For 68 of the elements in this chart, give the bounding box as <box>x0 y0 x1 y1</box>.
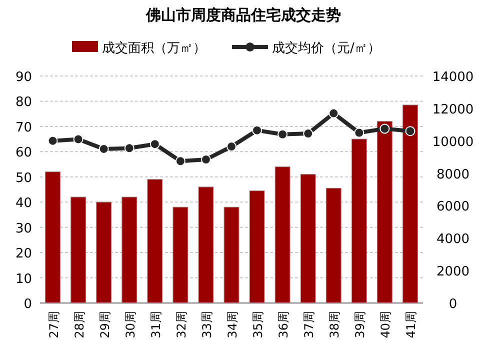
bar <box>376 121 392 304</box>
x-tick-label: 27周 <box>46 311 61 338</box>
point <box>175 156 186 166</box>
y-tick-label: 70 <box>15 120 32 136</box>
chart-title: 佛山市周度商品住宅成交走势 <box>145 6 341 24</box>
y-tick-label: 30 <box>15 221 32 236</box>
bar <box>198 186 214 304</box>
point <box>150 139 160 150</box>
legend-label: 成交均价（元/㎡） <box>272 40 380 56</box>
x-tick-label: 40周 <box>378 311 393 338</box>
x-tick-label: 36周 <box>276 311 291 338</box>
point <box>200 154 211 165</box>
bar <box>300 174 316 304</box>
y-tick-label: 40 <box>15 196 32 212</box>
y-tick-label: 90 <box>15 70 32 85</box>
x-tick-label: 38周 <box>328 311 342 338</box>
point <box>98 144 109 154</box>
legend: 成交均价（元/㎡） <box>232 41 380 56</box>
legend-label: 成交面积（万㎡） <box>102 40 206 56</box>
point <box>48 136 58 146</box>
bar <box>351 138 367 304</box>
legend: 成交面积（万㎡） <box>72 41 206 56</box>
point <box>226 142 236 152</box>
point <box>124 143 134 154</box>
y2-tick-label: 10000 <box>432 134 474 150</box>
y-tick-label: 80 <box>15 95 32 110</box>
bar <box>326 188 342 304</box>
y2-tick-label: 4000 <box>436 232 470 248</box>
x-tick-label: 41周 <box>404 311 418 338</box>
point <box>252 125 262 136</box>
point <box>328 108 339 118</box>
y2-tick-label: 2000 <box>436 264 470 280</box>
y-tick-label: 10 <box>15 272 32 287</box>
bar <box>96 202 112 304</box>
bar <box>402 104 418 304</box>
bar <box>122 196 138 304</box>
point <box>278 129 288 140</box>
x-tick-label: 31周 <box>148 311 163 338</box>
point <box>303 128 314 139</box>
x-tick-label: 33周 <box>200 311 214 338</box>
point <box>405 126 416 136</box>
y2-tick-label: 14000 <box>432 70 474 85</box>
x-tick-label: 35周 <box>251 311 266 338</box>
x-tick-label: 28周 <box>72 311 86 338</box>
bar <box>147 179 163 304</box>
bar <box>224 206 240 304</box>
bar <box>70 196 86 304</box>
y2-tick-label: 0 <box>448 297 458 312</box>
x-tick-label: 29周 <box>98 311 112 338</box>
bar <box>45 172 60 304</box>
point <box>354 128 364 138</box>
x-tick-label: 32周 <box>174 311 188 338</box>
y2-tick-label: 8000 <box>436 167 470 182</box>
point <box>73 134 84 144</box>
x-tick-label: 30周 <box>123 311 138 338</box>
y-tick-label: 50 <box>15 170 32 186</box>
bar <box>274 166 290 304</box>
bar <box>249 190 265 304</box>
x-tick-label: 37周 <box>302 311 316 338</box>
y-tick-label: 60 <box>15 146 32 161</box>
y-tick-label: 20 <box>15 246 32 262</box>
y-tick-label: 0 <box>24 297 32 312</box>
point <box>380 124 390 134</box>
x-tick-label: 34周 <box>226 311 240 338</box>
y2-tick-label: 12000 <box>432 102 474 118</box>
bar <box>172 206 188 304</box>
y2-tick-label: 6000 <box>436 200 470 215</box>
x-tick-label: 39周 <box>353 311 368 338</box>
